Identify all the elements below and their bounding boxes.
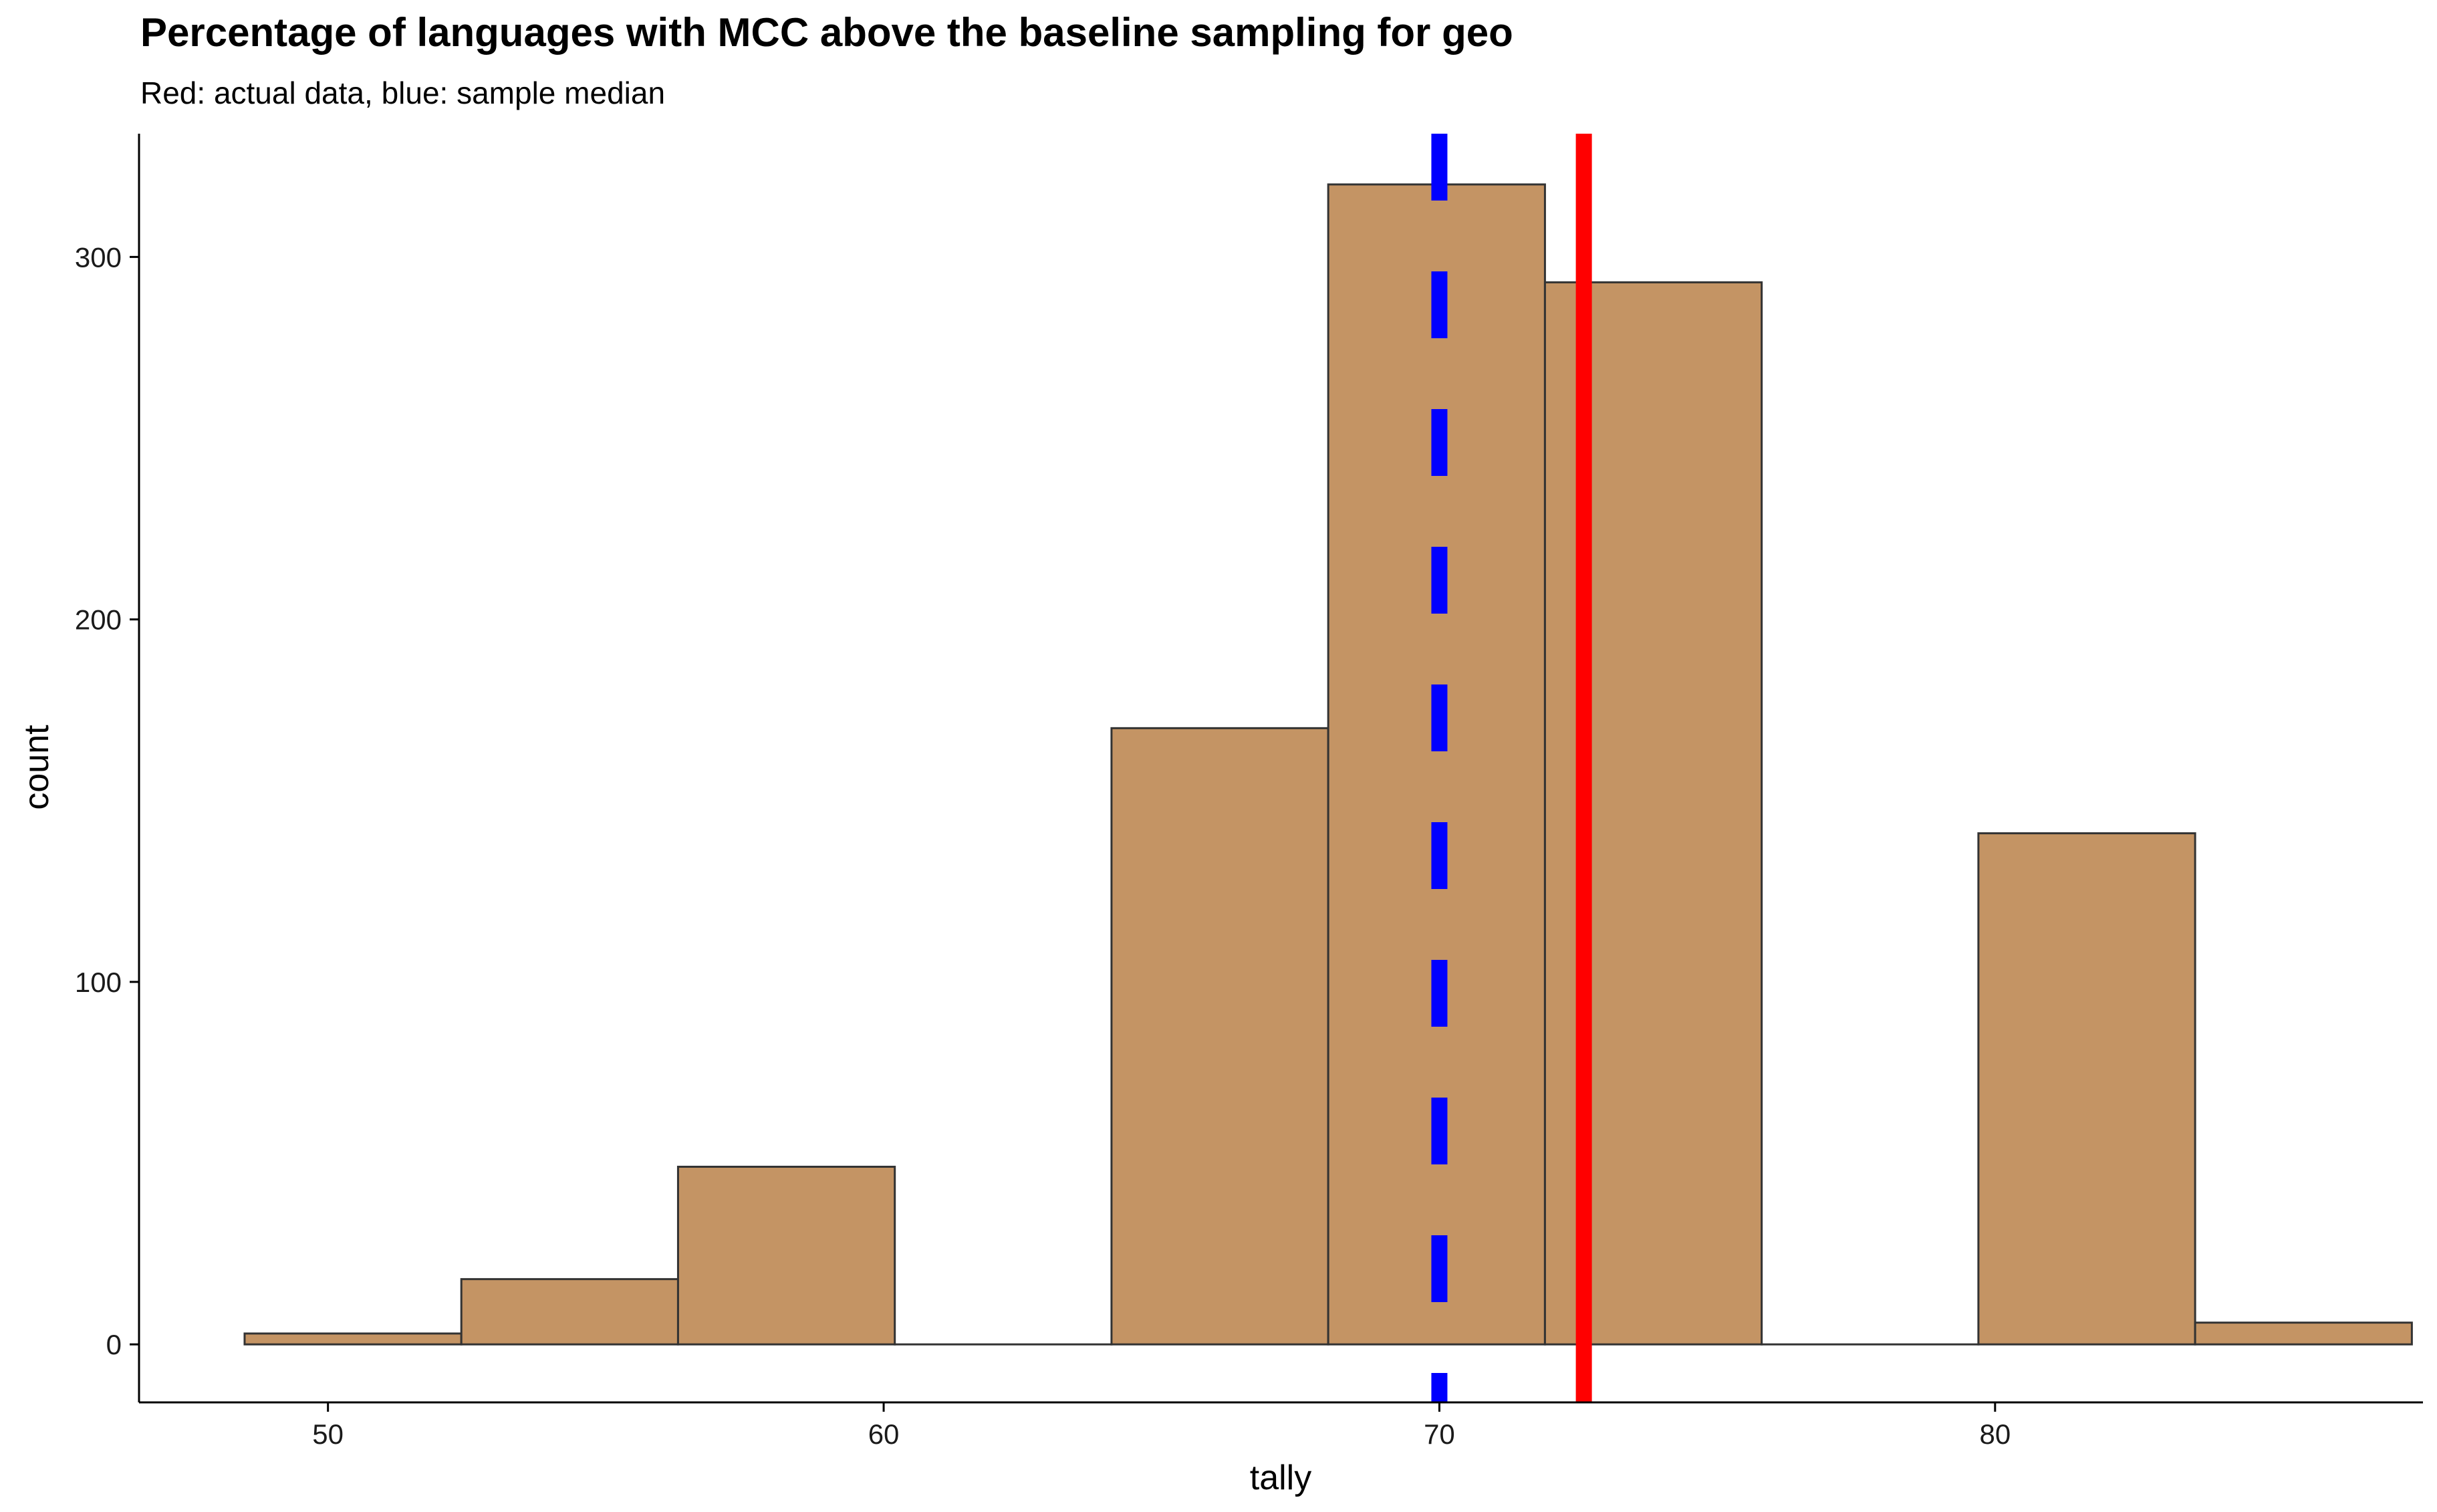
axes xyxy=(138,134,2423,1404)
histogram-bar xyxy=(1327,183,1546,1346)
y-tick-label: 0 xyxy=(106,1329,122,1360)
y-tick-label: 200 xyxy=(75,604,122,636)
y-axis-ticks: 0 100 200 300 xyxy=(75,241,139,1360)
histogram-bar xyxy=(460,1278,679,1346)
histogram-bar xyxy=(2194,1321,2413,1346)
chart-title: Percentage of languages with MCC above t… xyxy=(140,10,1513,55)
reference-lines xyxy=(1431,134,1592,1402)
histogram-bar xyxy=(1110,727,1329,1346)
chart-subtitle: Red: actual data, blue: sample median xyxy=(140,76,666,110)
histogram-bar xyxy=(243,1332,463,1346)
histogram-bars xyxy=(243,183,2413,1346)
x-axis-title: tally xyxy=(1250,1459,1311,1497)
histogram-bar xyxy=(676,1166,896,1346)
y-tick-label: 100 xyxy=(75,967,122,998)
x-axis-ticks: 50 60 70 80 xyxy=(312,1402,2011,1450)
histogram-bar xyxy=(1977,832,2196,1346)
x-tick-label: 60 xyxy=(868,1418,900,1450)
y-axis-title: count xyxy=(17,725,56,810)
y-tick-label: 300 xyxy=(75,241,122,273)
x-tick-label: 80 xyxy=(1979,1418,2011,1450)
x-tick-label: 50 xyxy=(312,1418,344,1450)
x-tick-label: 70 xyxy=(1424,1418,1455,1450)
